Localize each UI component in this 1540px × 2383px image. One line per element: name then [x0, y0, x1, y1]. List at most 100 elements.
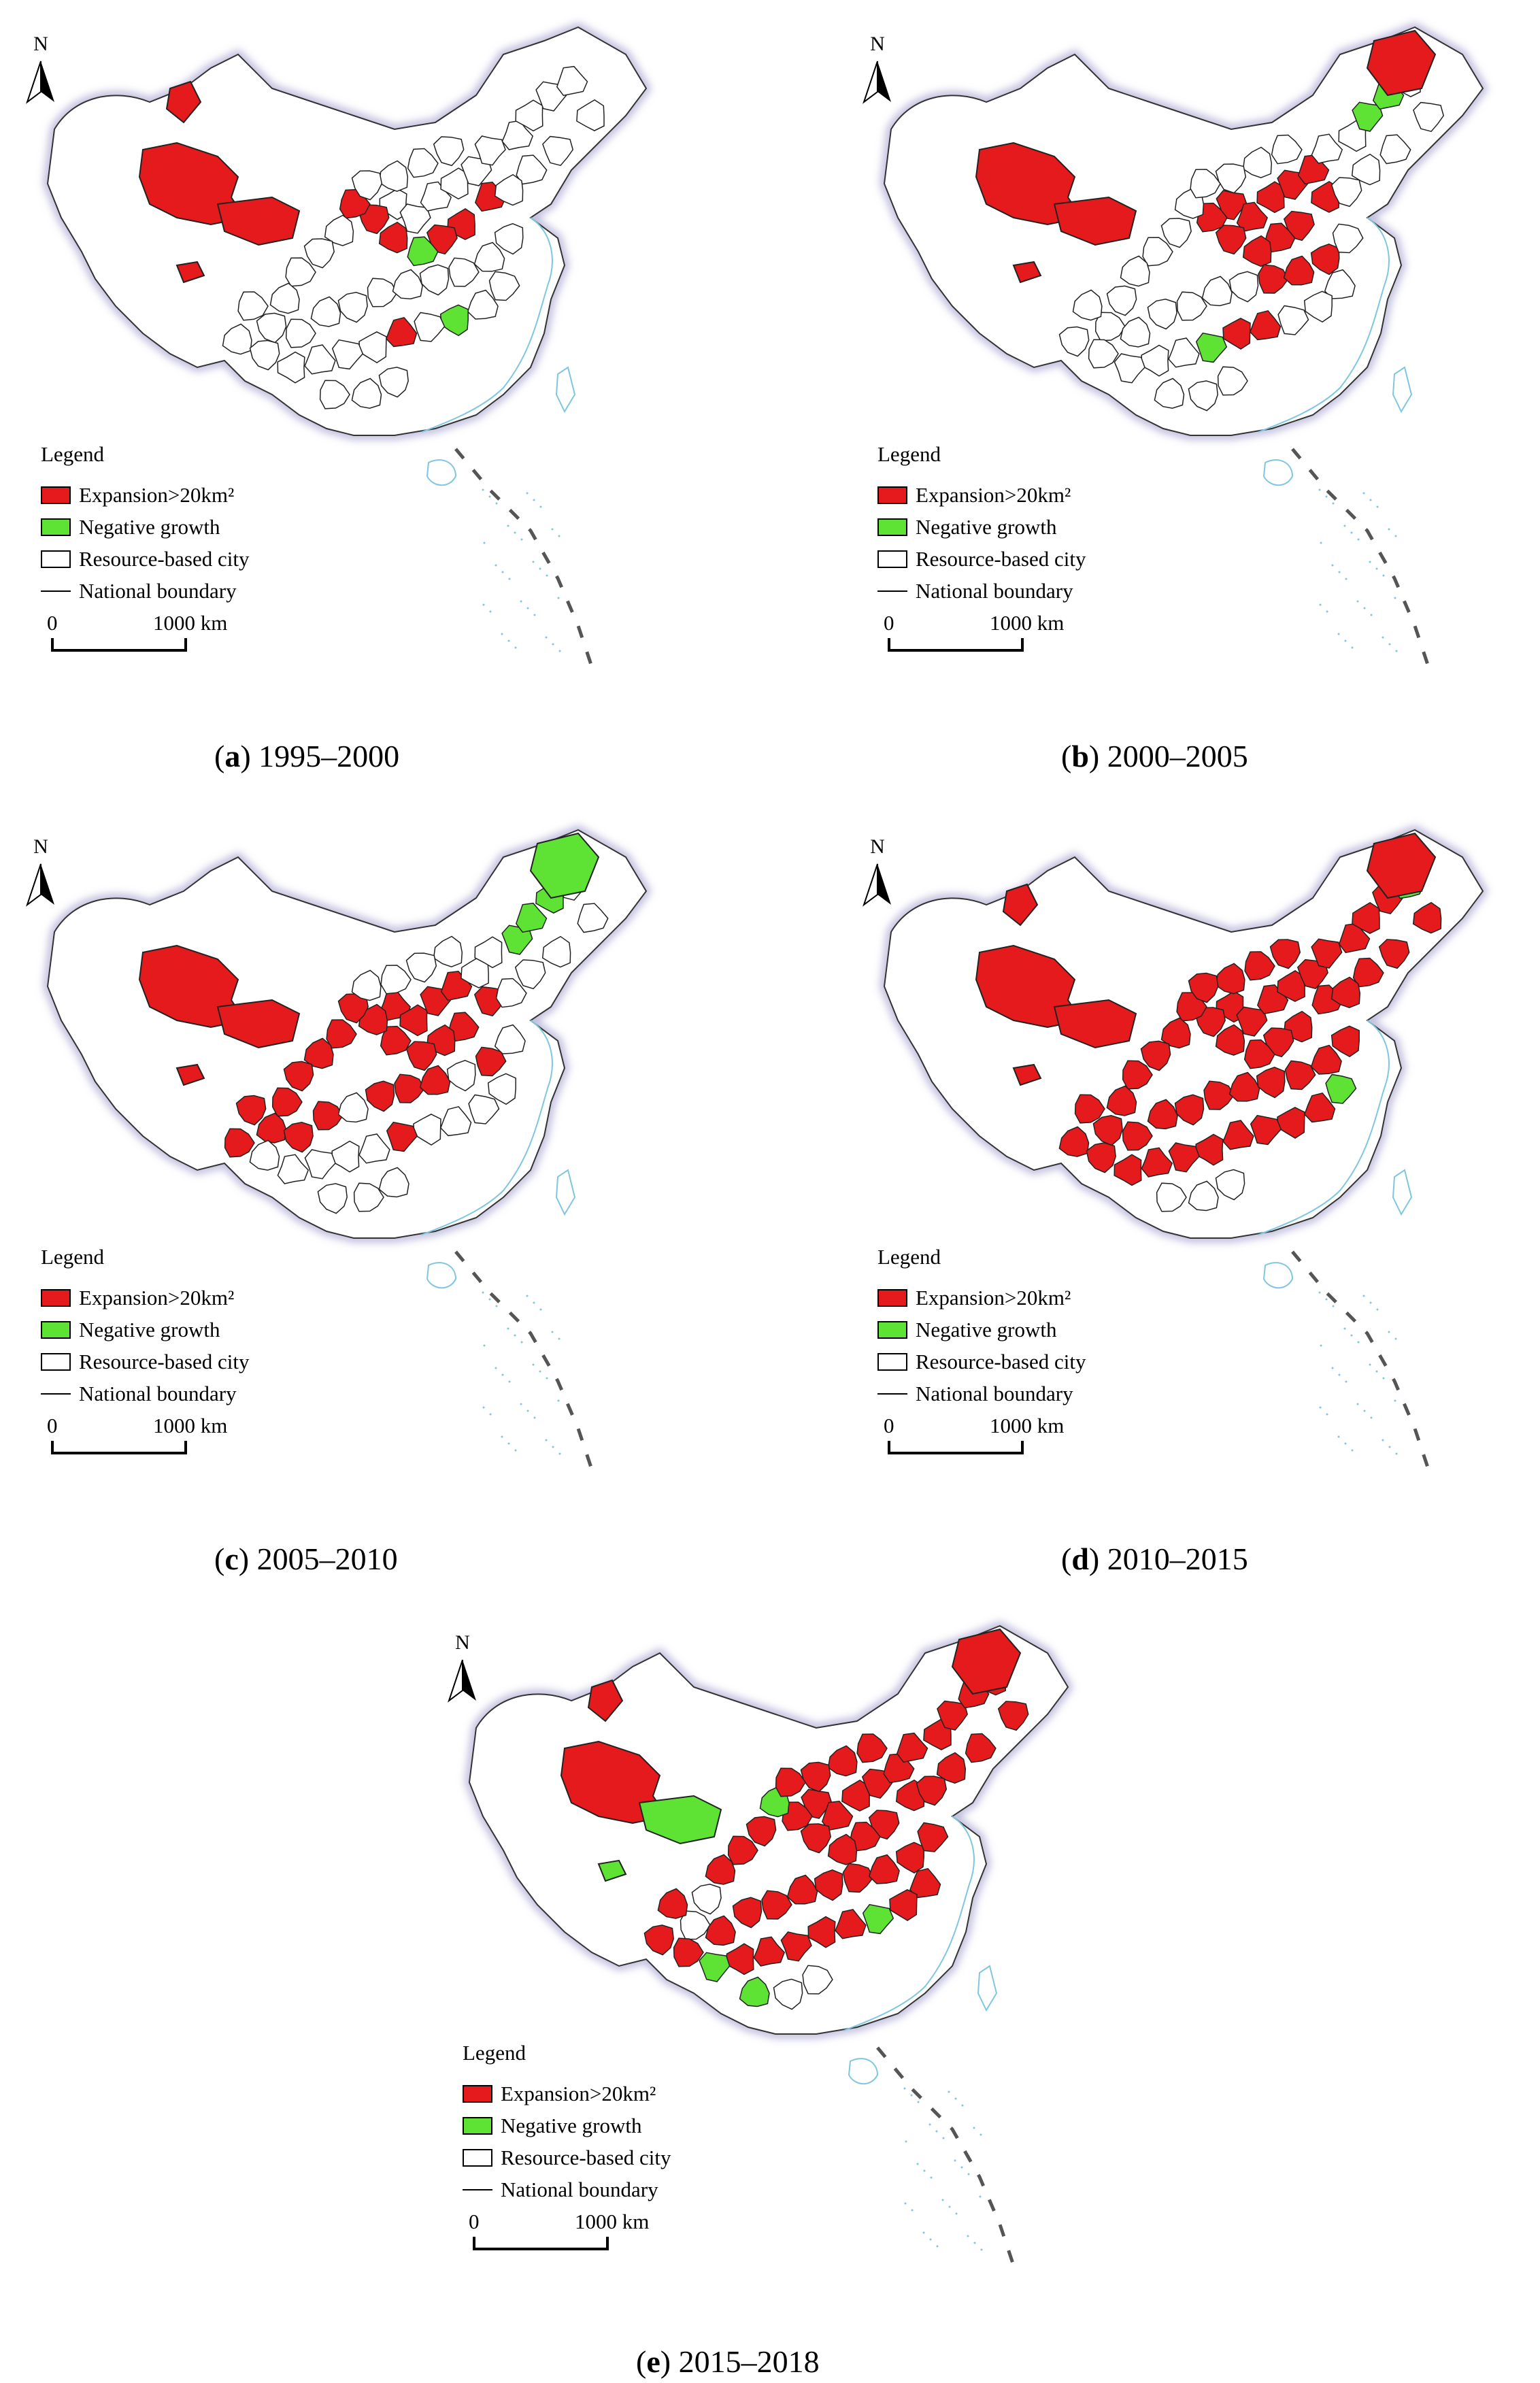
sea-island-dot: [551, 1331, 554, 1333]
resource-city: [407, 148, 439, 178]
legend-label: Negative growth: [916, 514, 1057, 539]
expansion-region: [1366, 832, 1437, 899]
resource-city: [337, 1092, 369, 1123]
resource-city: [849, 1821, 881, 1852]
sea-island-dot: [936, 2245, 939, 2248]
panel-caption: (a) 1995–2000: [214, 739, 400, 773]
scale-end-label: 1000 km: [153, 1414, 228, 1437]
sea-island-dot: [1369, 499, 1372, 501]
resource-city: [495, 978, 527, 1008]
resource-city: [249, 339, 280, 371]
resource-city: [467, 289, 499, 320]
resource-city: [440, 1105, 472, 1137]
expansion-region: [1002, 883, 1039, 927]
resource-city: [317, 1183, 348, 1214]
sea-island-dot: [1326, 610, 1328, 613]
sea-island-dot: [1357, 538, 1360, 541]
resource-city: [1256, 1066, 1286, 1099]
sea-island-dot: [973, 2242, 976, 2244]
sea-island-dot: [539, 1370, 541, 1373]
resource-city: [448, 257, 480, 287]
china-map: [448, 1621, 1073, 2266]
sea-island-dot: [1343, 1327, 1346, 1330]
sea-island-dot: [904, 2202, 907, 2205]
sea-island-dot: [1350, 531, 1353, 534]
sea-island-dot: [1363, 1410, 1366, 1412]
taiwan-island: [555, 1169, 576, 1216]
sea-island-dot: [532, 1363, 535, 1366]
resource-city: [304, 1149, 336, 1180]
resource-city: [1250, 310, 1282, 341]
north-label: N: [870, 33, 885, 55]
north-label: N: [33, 33, 48, 55]
resource-city: [386, 1121, 418, 1152]
resource-city: [1201, 276, 1233, 307]
legend-label: Resource-based city: [916, 546, 1086, 571]
panel-letter: a: [224, 739, 241, 773]
china-map: [26, 22, 652, 667]
sea-island-dot: [533, 614, 536, 616]
negative-growth-region: [597, 1859, 627, 1882]
resource-city: [419, 264, 450, 296]
sea-island-dot: [495, 1367, 497, 1369]
sea-island-dot: [1382, 1377, 1385, 1380]
resource-city: [1264, 222, 1296, 253]
panel-period: 2000–2005: [1099, 739, 1248, 773]
resource-swatch: [41, 550, 71, 568]
resource-city: [753, 1936, 786, 1967]
sea-island-dot: [1388, 643, 1391, 646]
sea-island-dot: [1394, 535, 1397, 537]
map-panel-b: N Legend Expansion>20km² Negative growth…: [850, 14, 1530, 694]
resource-city: [1176, 291, 1207, 321]
resource-city: [426, 224, 458, 255]
resource-city: [1330, 976, 1361, 1008]
map-panel-e: N Legend Expansion>20km² Negative growth…: [435, 1612, 1116, 2293]
resource-city: [1258, 264, 1289, 294]
sea-island-dot: [514, 1334, 516, 1337]
legend-title: Legend: [877, 442, 941, 466]
resource-city: [1352, 902, 1380, 934]
resource-city: [310, 296, 341, 327]
sea-island-dot: [1326, 1413, 1328, 1416]
sea-island-dot: [508, 1380, 511, 1383]
sea-island-dot: [1394, 1337, 1397, 1340]
scale-bar-line: [888, 1441, 1024, 1454]
resource-city: [380, 1025, 412, 1056]
resource-city: [1304, 1092, 1336, 1123]
panel-caption: (e) 2015–2018: [636, 2344, 820, 2379]
resource-city: [1058, 1126, 1090, 1157]
sea-island-dot: [955, 2212, 958, 2215]
north-label: N: [870, 835, 885, 858]
resource-city: [1088, 339, 1119, 369]
sea-island-dot: [954, 2097, 957, 2100]
north-arrow-icon: [26, 863, 54, 907]
sea-island-dot: [1344, 639, 1347, 642]
expansion-region: [951, 1628, 1022, 1695]
sea-island-dot: [929, 2238, 932, 2241]
sea-island-dot: [1337, 1435, 1340, 1438]
resource-city: [965, 1733, 997, 1763]
resource-city: [1058, 326, 1090, 357]
resource-city: [739, 1976, 770, 2007]
hainan-island: [848, 2058, 879, 2085]
sea-island-dot: [1362, 492, 1365, 495]
resource-city: [1106, 1085, 1137, 1116]
resource-city: [1094, 312, 1126, 341]
resource-city: [337, 292, 368, 323]
resource-city: [1072, 289, 1103, 321]
resource-city: [487, 1073, 516, 1105]
resource-city: [1250, 1114, 1282, 1146]
sea-island-dot: [1325, 1298, 1328, 1301]
resource-city: [1122, 1121, 1153, 1151]
sea-island-dot: [967, 2173, 970, 2176]
resource-city: [1120, 316, 1151, 348]
legend-label: National boundary: [501, 2177, 658, 2201]
resource-city: [1236, 1006, 1268, 1037]
sea-island-dot: [526, 492, 529, 495]
resource-city: [367, 278, 398, 307]
sea-island-dot: [558, 535, 560, 537]
sea-island-dot: [1332, 502, 1335, 505]
sea-island-dot: [1320, 1344, 1322, 1347]
north-arrow-icon: [863, 61, 891, 104]
resource-city: [1243, 1039, 1275, 1069]
